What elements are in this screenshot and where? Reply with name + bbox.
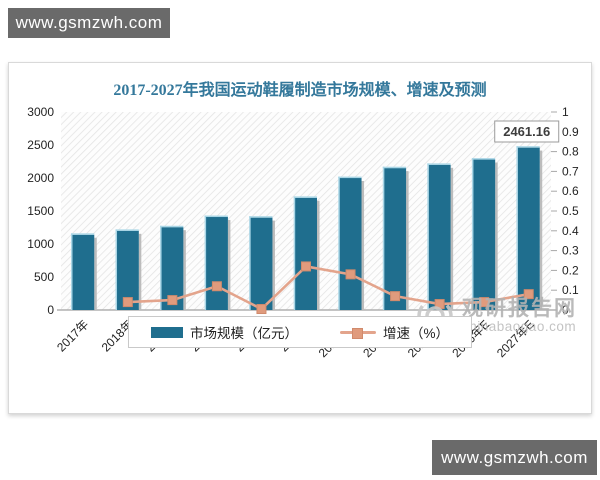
- legend-label-market-size: 市场规模（亿元）: [189, 326, 298, 341]
- bottom-site-banner: www.gsmzwh.com: [432, 440, 597, 475]
- svg-text:3000: 3000: [27, 105, 54, 119]
- top-site-banner-text: www.gsmzwh.com: [15, 13, 163, 32]
- svg-text:0.8: 0.8: [562, 145, 579, 159]
- svg-text:500: 500: [34, 270, 54, 284]
- legend-label-growth-rate: 增速（%）: [382, 326, 450, 341]
- svg-text:0.5: 0.5: [562, 204, 579, 218]
- svg-text:2500: 2500: [27, 138, 54, 152]
- bar-series-swatch: [150, 326, 183, 338]
- svg-text:0.9: 0.9: [562, 125, 579, 139]
- svg-text:0.6: 0.6: [562, 184, 579, 198]
- chart-title: 2017-2027年我国运动鞋履制造市场规模、增速及预测: [113, 82, 487, 99]
- watermark-text: 观研报告网 chinabaogao.com: [462, 296, 577, 334]
- chart-card: 2017-2027年我国运动鞋履制造市场规模、增速及预测 3000 2500 200…: [8, 62, 592, 414]
- svg-text:0: 0: [562, 303, 569, 317]
- svg-text:0.7: 0.7: [562, 164, 579, 178]
- svg-text:2017年: 2017年: [54, 317, 91, 354]
- svg-text:1000: 1000: [27, 237, 54, 251]
- combo-chart: 3000 2500 2000 1500 1000 500 0 1 0.9 0.8 0.7 0.6 0.5…: [27, 105, 579, 360]
- svg-text:0.4: 0.4: [562, 224, 579, 238]
- legend-item-market-size: 市场规模（亿元）: [150, 322, 298, 342]
- svg-text:2461.16: 2461.16: [503, 124, 550, 139]
- top-site-banner: www.gsmzwh.com: [8, 8, 170, 38]
- watermark-domain: chinabaogao.com: [462, 318, 577, 334]
- svg-text:1500: 1500: [27, 204, 54, 218]
- svg-text:0.2: 0.2: [562, 263, 579, 277]
- svg-text:0: 0: [47, 303, 54, 317]
- chart-legend: 市场规模（亿元） 增速（%）: [127, 316, 473, 348]
- svg-text:0.1: 0.1: [562, 283, 579, 297]
- svg-text:2000: 2000: [27, 171, 54, 185]
- watermark-brand: 观研报告网: [462, 296, 577, 320]
- bottom-site-banner-text: www.gsmzwh.com: [441, 447, 588, 467]
- svg-text:1: 1: [562, 105, 569, 119]
- svg-text:0.3: 0.3: [562, 244, 579, 258]
- line-series-swatch: [339, 327, 376, 339]
- legend-item-growth-rate: 增速（%）: [339, 322, 450, 342]
